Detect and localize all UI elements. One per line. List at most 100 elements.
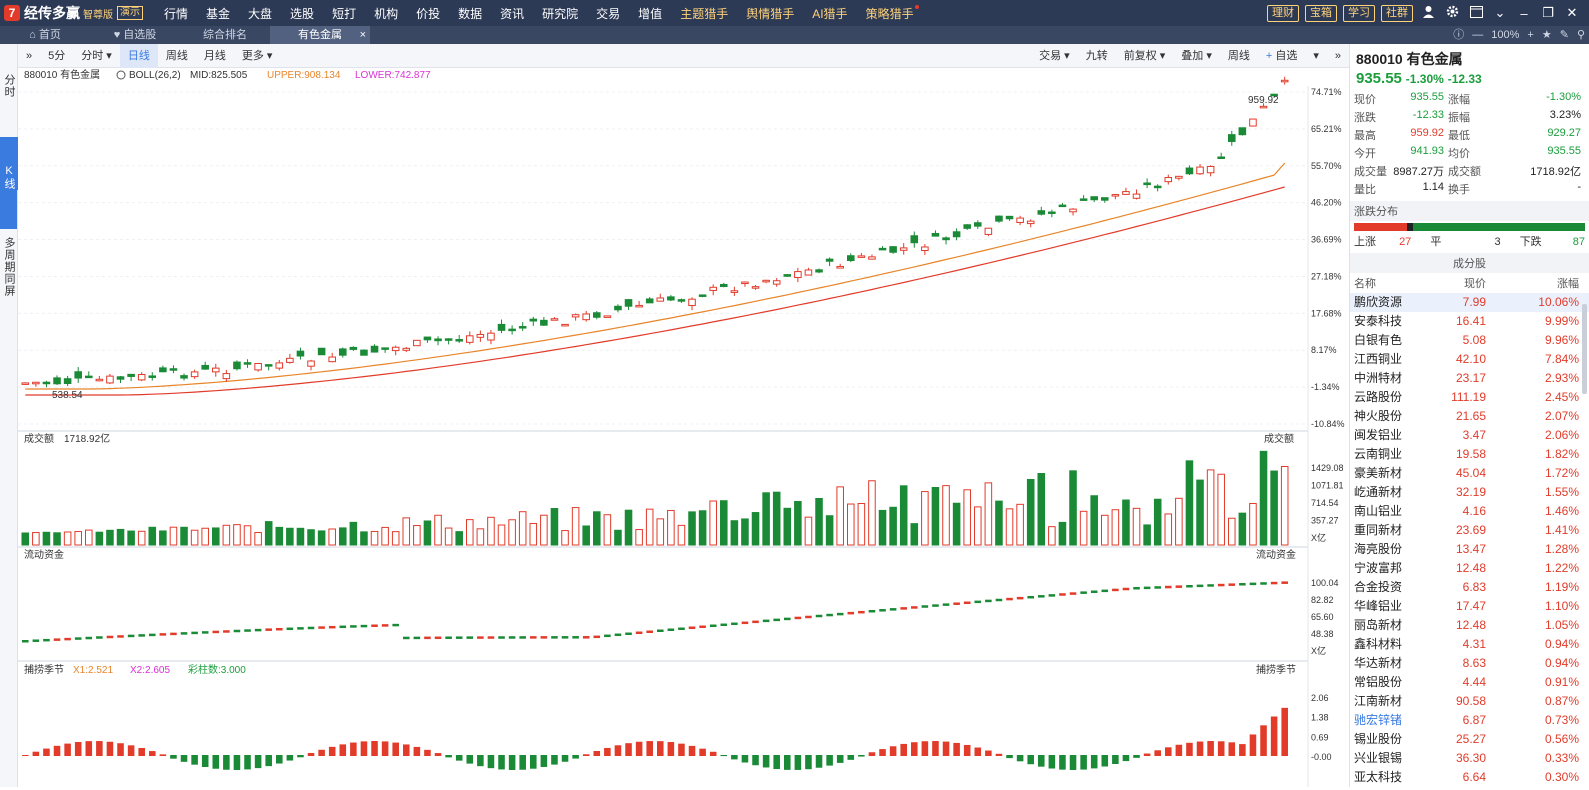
period-5min[interactable]: 5分: [48, 49, 66, 62]
col-price[interactable]: 现价: [1464, 278, 1486, 290]
list-item[interactable]: 丽岛新材 12.48 1.05%: [1350, 616, 1589, 635]
nine-turn-button[interactable]: 九转: [1085, 50, 1108, 62]
tab-nonferrous[interactable]: 有色金属 ×: [270, 26, 370, 44]
list-item[interactable]: 江南新材 90.58 0.87%: [1350, 692, 1589, 711]
zoom-in-icon[interactable]: +: [1527, 29, 1534, 41]
tab-close-icon[interactable]: ×: [359, 29, 366, 41]
list-item[interactable]: 屹通新材 32.19 1.55%: [1350, 483, 1589, 502]
nav-fund[interactable]: 基金: [206, 6, 231, 21]
list-item[interactable]: 兴业银锡 36.30 0.33%: [1350, 749, 1589, 768]
list-item[interactable]: 常铝股份 4.44 0.91%: [1350, 673, 1589, 692]
list-item[interactable]: 鑫科材料 4.31 0.94%: [1350, 635, 1589, 654]
list-item[interactable]: 云路股份 111.19 2.45%: [1350, 388, 1589, 407]
star-icon[interactable]: ★: [1541, 29, 1552, 41]
indicator-name[interactable]: BOLL(26,2): [129, 70, 181, 81]
nav-market[interactable]: 大盘: [248, 6, 273, 21]
finance-button[interactable]: 理财: [1267, 4, 1299, 22]
view-multi-period[interactable]: 多周期同屏: [3, 237, 15, 297]
kline-chart-area[interactable]: 880010 有色金属 BOLL(26,2) MID:825.505 UPPER…: [18, 68, 1349, 787]
list-item[interactable]: 合金投资 6.83 1.19%: [1350, 578, 1589, 597]
volume-bar: [1196, 479, 1204, 546]
nav-institution[interactable]: 机构: [374, 6, 399, 21]
tab-home[interactable]: ⌂ 首页: [29, 29, 61, 41]
tab-watchlist[interactable]: ♥ 自选股: [113, 29, 157, 41]
list-item[interactable]: 驰宏锌锗 6.87 0.73%: [1350, 711, 1589, 730]
list-item[interactable]: 鹏欣资源 7.99 10.06%: [1350, 293, 1589, 312]
nav-value-added[interactable]: 增值: [638, 6, 663, 21]
period-daily[interactable]: 日线: [119, 43, 158, 68]
community-button[interactable]: 社群: [1381, 4, 1413, 22]
indicator-dropdown-icon[interactable]: [116, 70, 126, 80]
list-item[interactable]: 白银有色 5.08 9.96%: [1350, 331, 1589, 350]
treasure-button[interactable]: 宝箱: [1305, 4, 1337, 22]
list-item[interactable]: 江西铜业 42.10 7.84%: [1350, 350, 1589, 369]
user-icon[interactable]: [1419, 5, 1437, 21]
period-intraday[interactable]: 分时 ▾: [81, 49, 112, 62]
window-layout-icon[interactable]: [1467, 5, 1485, 21]
view-kline[interactable]: K线: [0, 137, 18, 229]
nav-research[interactable]: 研究院: [542, 6, 579, 21]
pin-icon[interactable]: ⚲: [1576, 29, 1585, 41]
list-item[interactable]: 神火股份 21.65 2.07%: [1350, 407, 1589, 426]
pen-icon[interactable]: ✎: [1559, 29, 1569, 41]
collapse-right-icon[interactable]: »: [1334, 50, 1341, 62]
list-item[interactable]: 宁波富邦 12.48 1.22%: [1350, 559, 1589, 578]
app-logo[interactable]: 7 经传多赢 智尊版 演示: [0, 0, 143, 26]
zoom-out-icon[interactable]: —: [1472, 29, 1484, 41]
minimize-icon[interactable]: –: [1520, 5, 1528, 21]
collapse-left-icon[interactable]: »: [26, 49, 33, 62]
chevron-down-icon[interactable]: ⌄: [1494, 5, 1506, 20]
candle-body: [1185, 167, 1194, 175]
flow-segment: [784, 617, 791, 621]
nav-stock-pick[interactable]: 选股: [290, 6, 315, 21]
close-icon[interactable]: ✕: [1566, 5, 1578, 20]
list-item[interactable]: 锡业股份 25.27 0.56%: [1350, 730, 1589, 749]
nav-value[interactable]: 价投: [416, 6, 441, 21]
list-item[interactable]: 闽发铝业 3.47 2.06%: [1350, 426, 1589, 445]
learn-button[interactable]: 学习: [1343, 4, 1375, 22]
flow-segment: [985, 599, 992, 603]
list-item[interactable]: 华峰铝业 17.47 1.10%: [1350, 597, 1589, 616]
tab-ranking[interactable]: 综合排名: [203, 29, 247, 41]
period-monthly[interactable]: 月线: [203, 49, 226, 62]
watchlist-dropdown[interactable]: ▾: [1313, 50, 1319, 62]
adjust-dropdown[interactable]: 前复权 ▾: [1123, 50, 1166, 62]
restore-icon[interactable]: ❐: [1542, 5, 1554, 20]
list-item[interactable]: 云南铜业 19.58 1.82%: [1350, 445, 1589, 464]
candle-body: [783, 274, 792, 277]
trade-dropdown[interactable]: 交易 ▾: [1039, 50, 1070, 62]
gear-icon[interactable]: [1443, 5, 1461, 21]
list-item[interactable]: 重同新材 23.69 1.41%: [1350, 521, 1589, 540]
list-item[interactable]: 豪美新材 45.04 1.72%: [1350, 464, 1589, 483]
list-item[interactable]: 安泰科技 16.41 9.99%: [1350, 312, 1589, 331]
capture-bar: [699, 748, 706, 756]
overlay-dropdown[interactable]: 叠加 ▾: [1181, 50, 1212, 62]
volume-bar: [423, 520, 432, 546]
period-weekly[interactable]: 周线: [165, 49, 188, 62]
list-item[interactable]: 华达新材 8.63 0.94%: [1350, 654, 1589, 673]
col-change[interactable]: 涨幅: [1557, 278, 1579, 290]
demo-badge[interactable]: 演示: [117, 6, 143, 20]
list-item[interactable]: 中洲特材 23.17 2.93%: [1350, 369, 1589, 388]
view-intraday[interactable]: 分时: [3, 74, 15, 98]
nav-sentiment-hunter[interactable]: 舆情猎手: [746, 6, 795, 21]
list-scrollbar[interactable]: [1582, 304, 1587, 394]
stock-name: 鹏欣资源: [1354, 295, 1403, 309]
nav-theme-hunter[interactable]: 主题猎手: [680, 6, 729, 21]
add-watchlist-button[interactable]: + 自选: [1265, 50, 1298, 62]
nav-data[interactable]: 数据: [458, 6, 483, 21]
chart-svg[interactable]: 880010 有色金属 BOLL(26,2) MID:825.505 UPPER…: [18, 68, 1349, 787]
info-icon[interactable]: ⓘ: [1453, 29, 1465, 41]
list-item[interactable]: 南山铝业 4.16 1.46%: [1350, 502, 1589, 521]
nav-trade[interactable]: 交易: [596, 6, 621, 21]
weekly-button[interactable]: 周线: [1227, 50, 1250, 62]
period-more[interactable]: 更多 ▾: [241, 49, 273, 62]
nav-ai-hunter[interactable]: AI猎手: [812, 6, 848, 21]
nav-short[interactable]: 短打: [332, 6, 357, 21]
list-item[interactable]: 海亮股份 13.47 1.28%: [1350, 540, 1589, 559]
nav-hangqing[interactable]: 行情: [164, 6, 189, 21]
list-item[interactable]: 亚太科技 6.64 0.30%: [1350, 768, 1589, 787]
nav-strategy-hunter[interactable]: 策略猎手: [857, 4, 928, 22]
col-name[interactable]: 名称: [1354, 278, 1376, 290]
nav-news[interactable]: 资讯: [500, 6, 525, 21]
